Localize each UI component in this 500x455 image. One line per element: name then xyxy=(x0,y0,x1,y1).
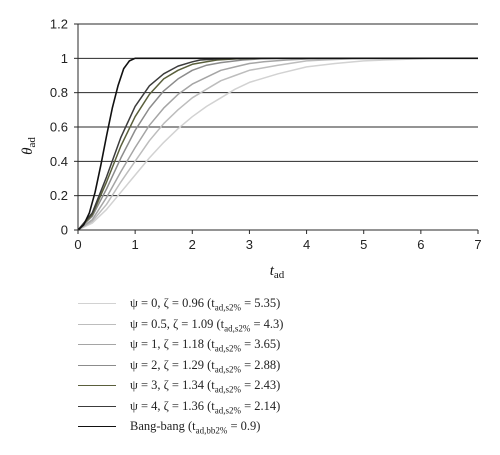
legend-label: ψ = 1, ζ = 1.18 (tad,s2% = 3.65) xyxy=(130,337,281,354)
y-tick-label: 0.4 xyxy=(50,154,68,169)
series-line-2 xyxy=(77,57,393,231)
x-tick-label: 6 xyxy=(417,237,424,252)
x-tick-label: 3 xyxy=(246,237,253,252)
series-line-6 xyxy=(77,57,250,231)
x-tick-label: 2 xyxy=(189,237,196,252)
y-tick-label: 1 xyxy=(61,51,68,66)
y-tick-label: 0.2 xyxy=(50,188,68,203)
y-tick-label: 0.8 xyxy=(50,85,68,100)
y-tick-labels: 0 0.2 0.4 0.6 0.8 1 1.2 xyxy=(50,17,78,238)
legend-item: ψ = 0, ζ = 0.96 (tad,s2% = 5.35) xyxy=(78,293,488,314)
legend-swatch xyxy=(78,323,116,325)
chart: 0 0.2 0.4 0.6 0.8 1 1.2 0 1 2 3 4 5 6 7 θad tad xyxy=(20,17,482,282)
legend: ψ = 0, ζ = 0.96 (tad,s2% = 5.35) ψ = 0.5,… xyxy=(78,293,488,437)
legend-label: Bang-bang (tad,bb2% = 0.9) xyxy=(130,419,261,436)
x-axis-label: tad xyxy=(270,263,285,281)
legend-label: ψ = 2, ζ = 1.29 (tad,s2% = 2.88) xyxy=(130,357,281,375)
legend-item: ψ = 2, ζ = 1.29 (tad,s2% = 2.88) xyxy=(78,355,488,376)
x-tick-label: 7 xyxy=(474,237,481,252)
series-line-4 xyxy=(77,57,290,231)
legend-label: ψ = 3, ζ = 1.34 (tad,s2% = 2.43) xyxy=(130,378,281,395)
series-line-1 xyxy=(77,57,433,231)
legend-swatch xyxy=(78,364,116,366)
legend-label: ψ = 0, ζ = 0.96 (tad,s2% = 5.35) xyxy=(130,296,281,313)
x-tick-label: 1 xyxy=(132,237,139,252)
legend-swatch xyxy=(78,385,116,386)
legend-swatch xyxy=(78,344,116,345)
y-axis-label: θad xyxy=(20,137,38,155)
gridlines xyxy=(78,23,478,197)
legend-label: ψ = 0.5, ζ = 1.09 (tad,s2% = 4.3) xyxy=(130,316,284,334)
legend-swatch xyxy=(78,405,116,407)
y-tick-label: 1.2 xyxy=(50,17,68,32)
legend-swatch xyxy=(78,303,116,304)
y-tick-label: 0 xyxy=(61,223,68,238)
legend-item: ψ = 3, ζ = 1.34 (tad,s2% = 2.43) xyxy=(78,375,488,396)
series-lines xyxy=(77,57,478,231)
legend-item: ψ = 1, ζ = 1.18 (tad,s2% = 3.65) xyxy=(78,334,488,355)
legend-label: ψ = 4, ζ = 1.36 (tad,s2% = 2.14) xyxy=(130,398,281,416)
y-tick-label: 0.6 xyxy=(50,120,68,135)
x-tick-labels: 0 1 2 3 4 5 6 7 xyxy=(74,230,482,252)
legend-item: ψ = 0.5, ζ = 1.09 (tad,s2% = 4.3) xyxy=(78,314,488,335)
series-line-5 xyxy=(77,57,261,231)
series-line-7 xyxy=(77,57,478,231)
series-line-3 xyxy=(77,57,336,231)
legend-item: Bang-bang (tad,bb2% = 0.9) xyxy=(78,416,488,437)
x-tick-label: 0 xyxy=(74,237,81,252)
x-tick-label: 4 xyxy=(303,237,310,252)
legend-item: ψ = 4, ζ = 1.36 (tad,s2% = 2.14) xyxy=(78,396,488,417)
x-tick-label: 5 xyxy=(360,237,367,252)
legend-swatch xyxy=(78,426,116,427)
